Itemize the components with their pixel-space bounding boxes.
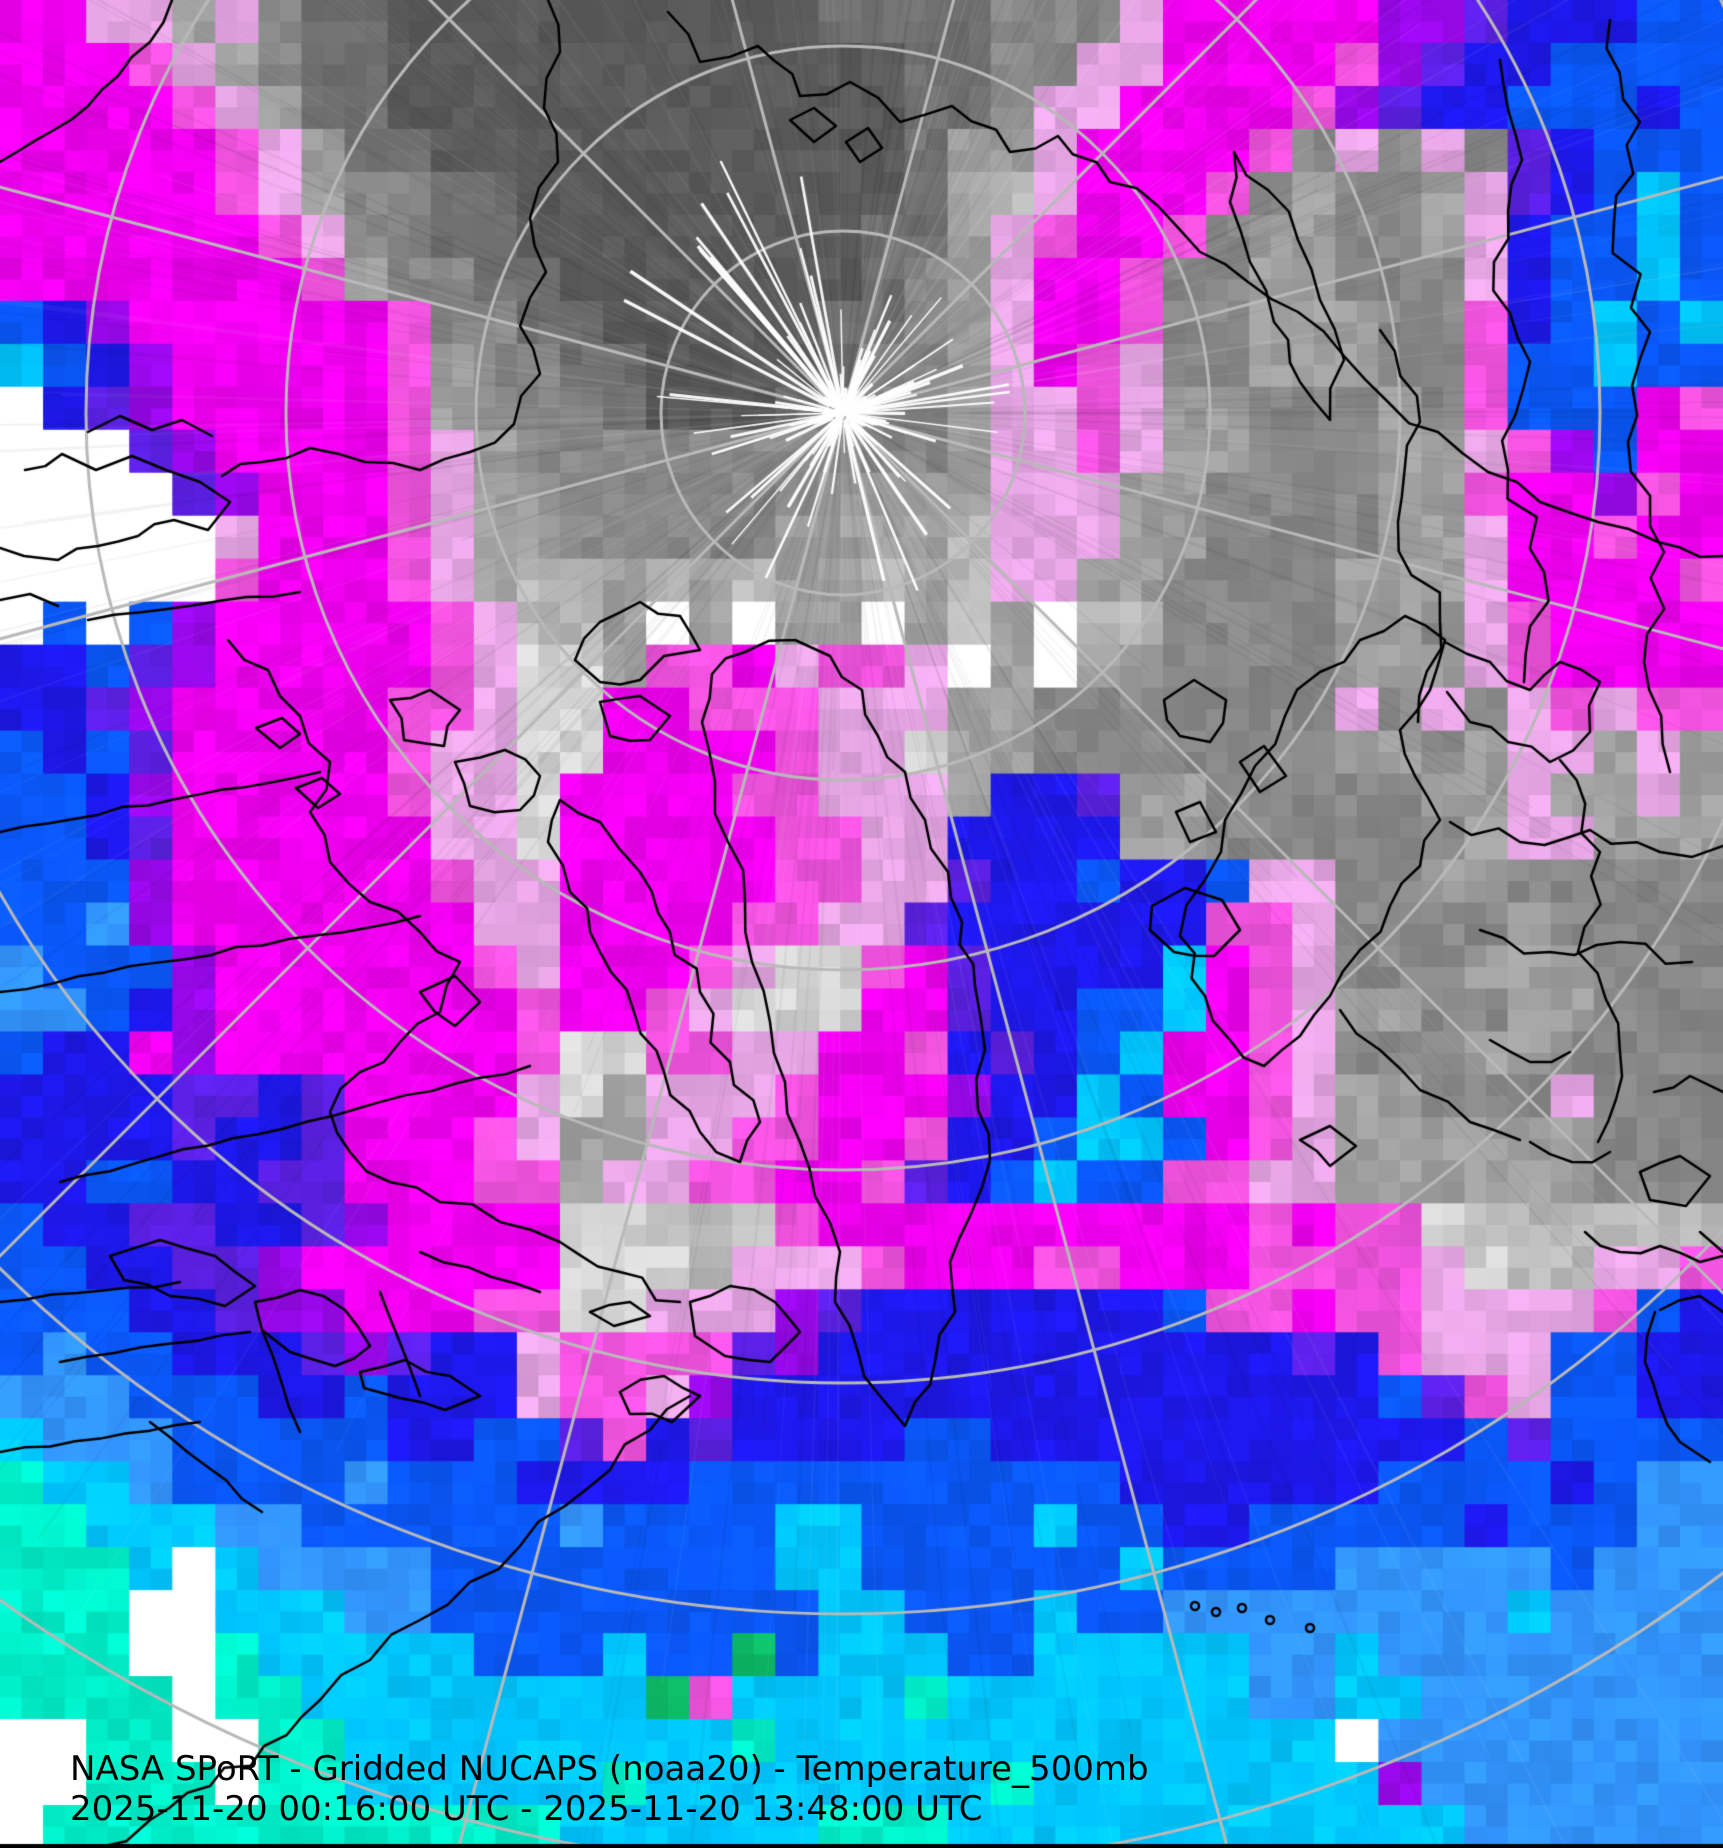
map-caption: NASA SPoRT - Gridded NUCAPS (noaa20) - T…: [70, 1749, 1149, 1829]
map-time-range: 2025-11-20 00:16:00 UTC - 2025-11-20 13:…: [70, 1789, 983, 1829]
map-title: NASA SPoRT - Gridded NUCAPS (noaa20) - T…: [70, 1749, 1149, 1789]
